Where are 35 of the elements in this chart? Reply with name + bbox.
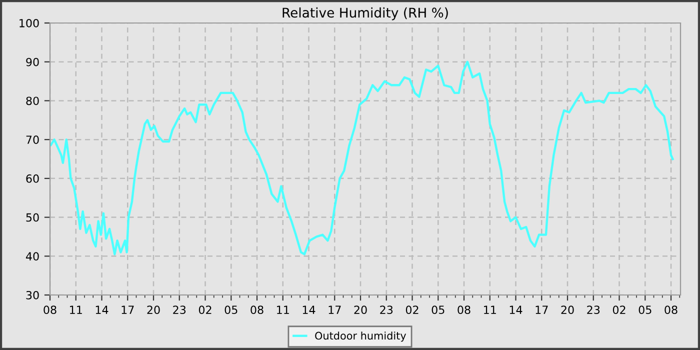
x-tick-label: 17 [328, 306, 341, 314]
y-tick-label: 80 [26, 96, 39, 106]
y-tick-label: 70 [26, 136, 39, 144]
x-tick-label: 02 [612, 306, 626, 314]
x-tick-label: 05 [432, 306, 444, 314]
y-tick-label: 40 [26, 252, 39, 261]
x-tick-label: 11 [70, 306, 82, 314]
x-tick-label: 20 [561, 306, 574, 314]
y-tick-label: 50 [26, 213, 39, 222]
x-tick-label: 23 [380, 306, 393, 314]
x-tick-label: 11 [277, 306, 289, 314]
x-tick-label: 05 [224, 306, 238, 314]
x-tick-label: 23 [587, 306, 600, 314]
x-tick-label: 02 [198, 306, 212, 314]
x-tick-label: 14 [510, 306, 522, 314]
x-tick-label: 20 [354, 306, 367, 314]
y-tick-label: 30 [26, 290, 39, 300]
y-tick-label: 100 [20, 18, 39, 28]
x-tick-label: 23 [173, 306, 186, 314]
x-tick-label: 17 [536, 306, 548, 314]
legend-label: Outdoor humidity [315, 332, 406, 342]
x-tick-label: 17 [122, 306, 134, 314]
x-tick-label: 14 [302, 306, 316, 314]
x-tick-label: 02 [406, 306, 418, 314]
x-tick-label: 08 [458, 306, 470, 314]
x-tick-label: 05 [638, 306, 652, 314]
y-tick-label: 90 [26, 58, 39, 66]
chart-title: Relative Humidity (RH %) [282, 7, 448, 20]
x-tick-label: 08 [250, 306, 264, 314]
x-tick-label: 08 [664, 306, 678, 314]
y-tick-label: 60 [26, 174, 39, 183]
x-tick-label: 08 [44, 306, 56, 314]
x-tick-label: 20 [147, 306, 160, 314]
x-tick-label: 11 [484, 306, 496, 314]
x-tick-label: 14 [96, 306, 108, 314]
